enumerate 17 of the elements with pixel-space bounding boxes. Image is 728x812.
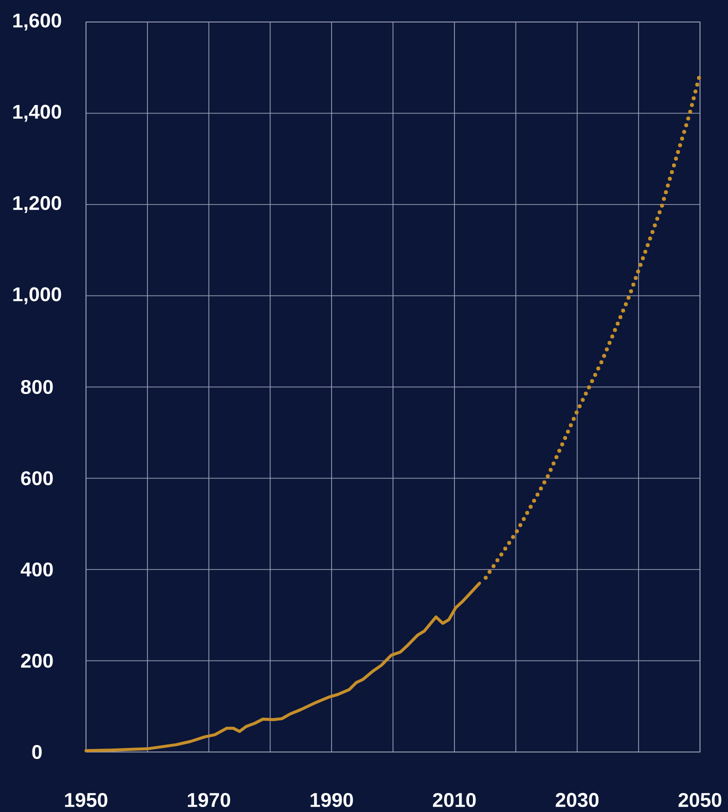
y-tick-label: 1,200 xyxy=(13,196,62,213)
y-tick-label: 1,400 xyxy=(13,104,62,122)
x-tick-label: 2030 xyxy=(556,792,599,808)
y-tick-label: 600 xyxy=(21,471,53,486)
line-series xyxy=(84,582,482,752)
x-tick-label: 1950 xyxy=(65,792,108,808)
y-tick-label: 1,600 xyxy=(13,14,62,30)
x-tick-label: 1970 xyxy=(188,792,230,808)
x-tick-label: 1990 xyxy=(310,792,353,808)
y-tick-label: 0 xyxy=(32,744,42,760)
line-series xyxy=(484,74,702,580)
x-tick-label: 2010 xyxy=(432,792,476,808)
y-tick-label: 200 xyxy=(21,654,53,668)
y-tick-label: 1,000 xyxy=(13,287,62,304)
y-tick-label: 400 xyxy=(20,562,53,577)
x-tick-label: 2050 xyxy=(678,792,722,808)
y-tick-label: 800 xyxy=(21,380,53,394)
